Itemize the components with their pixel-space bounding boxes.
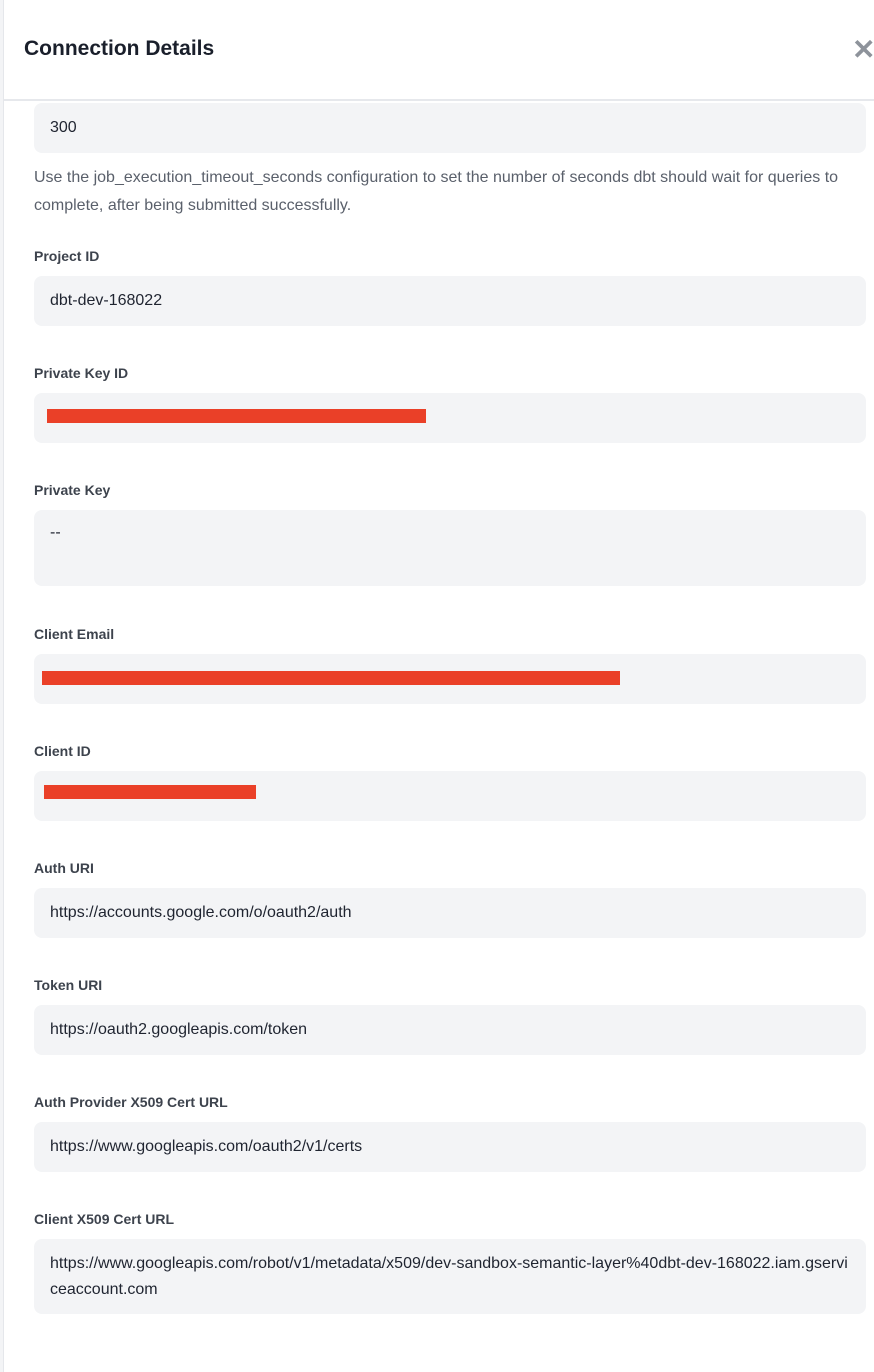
token-uri-field[interactable]: https://oauth2.googleapis.com/token <box>34 1005 866 1055</box>
token-uri-label: Token URI <box>34 977 103 993</box>
auth-provider-cert-url-field[interactable]: https://www.googleapis.com/oauth2/v1/cer… <box>34 1122 866 1172</box>
left-panel-edge <box>0 0 4 1372</box>
redaction-bar <box>47 409 426 423</box>
client-id-label: Client ID <box>34 743 91 759</box>
client-email-field[interactable] <box>34 654 866 704</box>
project-id-value: dbt-dev-168022 <box>50 292 163 309</box>
project-id-label: Project ID <box>34 248 100 264</box>
redaction-bar <box>44 785 256 799</box>
client-email-label: Client Email <box>34 626 115 642</box>
private-key-label: Private Key <box>34 482 111 498</box>
redaction-bar <box>42 671 620 685</box>
private-key-value: -- <box>50 524 61 541</box>
timeout-value: 300 <box>50 119 77 136</box>
client-cert-url-value: https://www.googleapis.com/robot/v1/meta… <box>50 1255 848 1298</box>
modal-header: Connection Details ✕ <box>4 0 874 101</box>
private-key-field[interactable]: -- <box>34 510 866 586</box>
client-cert-url-label: Client X509 Cert URL <box>34 1211 175 1227</box>
private-key-id-label: Private Key ID <box>34 365 129 381</box>
modal-title: Connection Details <box>24 37 215 60</box>
close-icon[interactable]: ✕ <box>852 34 874 65</box>
timeout-field[interactable]: 300 <box>34 103 866 153</box>
auth-uri-value: https://accounts.google.com/o/oauth2/aut… <box>50 904 352 921</box>
private-key-id-field[interactable] <box>34 393 866 443</box>
connection-details-form: 300 Use the job_execution_timeout_second… <box>34 103 866 1314</box>
auth-provider-cert-url-value: https://www.googleapis.com/oauth2/v1/cer… <box>50 1138 363 1155</box>
token-uri-value: https://oauth2.googleapis.com/token <box>50 1021 308 1038</box>
auth-uri-label: Auth URI <box>34 860 94 876</box>
project-id-field[interactable]: dbt-dev-168022 <box>34 276 866 326</box>
auth-provider-cert-url-label: Auth Provider X509 Cert URL <box>34 1094 228 1110</box>
client-id-field[interactable] <box>34 771 866 821</box>
timeout-help-text: Use the job_execution_timeout_seconds co… <box>34 169 839 214</box>
client-cert-url-field[interactable]: https://www.googleapis.com/robot/v1/meta… <box>34 1239 866 1314</box>
auth-uri-field[interactable]: https://accounts.google.com/o/oauth2/aut… <box>34 888 866 938</box>
